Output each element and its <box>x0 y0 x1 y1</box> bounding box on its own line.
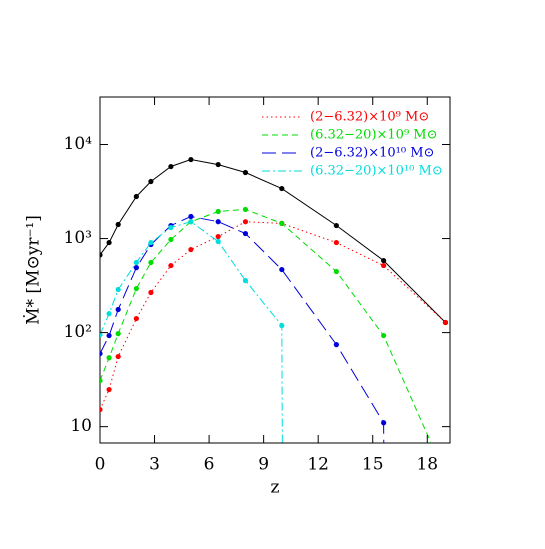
plot-area <box>100 156 449 523</box>
data-point <box>188 219 194 225</box>
data-point <box>100 406 103 413</box>
data-point <box>333 239 339 246</box>
data-point <box>215 161 221 168</box>
x-tick-label: 9 <box>258 455 269 475</box>
data-point <box>133 193 139 200</box>
data-point <box>280 518 285 523</box>
data-point <box>100 350 103 357</box>
y-tick-label: 10⁴ <box>64 134 93 154</box>
data-point <box>106 332 112 339</box>
series-line <box>100 221 446 410</box>
data-point <box>188 213 194 220</box>
x-tick-label: 15 <box>362 455 384 475</box>
data-point <box>168 224 174 231</box>
data-point <box>115 221 121 228</box>
data-point <box>242 169 249 176</box>
data-point <box>242 219 249 225</box>
data-point <box>148 259 154 266</box>
legend-label: (2−6.32)×10⁹ M⊙ <box>310 110 429 125</box>
series-line <box>100 215 385 443</box>
data-point <box>148 178 154 185</box>
data-point <box>381 262 387 269</box>
data-point <box>215 238 221 245</box>
data-point <box>148 289 154 296</box>
data-point <box>215 208 221 215</box>
data-point <box>215 219 221 225</box>
data-point <box>168 163 174 170</box>
data-point <box>188 246 194 253</box>
data-point <box>382 518 387 523</box>
data-point <box>442 319 449 326</box>
data-point <box>106 355 112 361</box>
x-axis-label: z <box>271 478 280 498</box>
data-point <box>115 306 121 313</box>
data-point <box>333 268 339 275</box>
data-point <box>115 286 121 293</box>
data-point <box>279 266 285 273</box>
series-line <box>100 221 283 443</box>
y-axis-label: Ṁ* [M⊙yr⁻¹] <box>23 215 44 325</box>
data-point <box>168 236 174 243</box>
x-tick-label: 0 <box>95 455 106 475</box>
data-point <box>279 185 285 192</box>
data-point <box>333 342 339 348</box>
data-point <box>148 239 154 246</box>
data-point <box>133 315 139 322</box>
data-point <box>106 386 112 393</box>
data-point <box>242 278 249 284</box>
data-point <box>381 257 387 264</box>
legend-label: (6.32−20)×10⁹ M⊙ <box>310 128 438 143</box>
data-point <box>333 222 339 229</box>
data-point <box>100 332 103 338</box>
data-point <box>106 311 112 317</box>
data-point <box>115 331 121 337</box>
data-point <box>100 378 103 384</box>
data-point <box>279 220 285 226</box>
x-tick-label: 3 <box>149 455 160 475</box>
data-point <box>279 322 285 329</box>
y-tick-label: 10³ <box>64 228 92 248</box>
x-tick-label: 12 <box>307 455 329 475</box>
legend-label: (6.32−20)×10¹⁰ M⊙ <box>310 164 443 179</box>
x-tick-label: 18 <box>416 455 438 475</box>
plot-frame <box>99 96 451 444</box>
data-point <box>188 156 194 163</box>
data-point <box>381 332 387 339</box>
data-point <box>133 259 139 266</box>
data-point <box>242 230 249 237</box>
legend-label: (2−6.32)×10¹⁰ M⊙ <box>310 146 434 161</box>
data-point <box>100 252 103 258</box>
x-tick-label: 6 <box>204 455 215 475</box>
data-point <box>381 420 387 426</box>
data-point <box>115 353 121 360</box>
y-tick-label: 10 <box>70 416 92 436</box>
data-point <box>133 265 139 271</box>
data-point <box>242 206 249 213</box>
data-point <box>106 239 112 246</box>
data-point <box>168 262 174 269</box>
data-point <box>133 285 139 292</box>
y-tick-label: 10² <box>64 322 92 342</box>
data-point <box>215 233 221 240</box>
